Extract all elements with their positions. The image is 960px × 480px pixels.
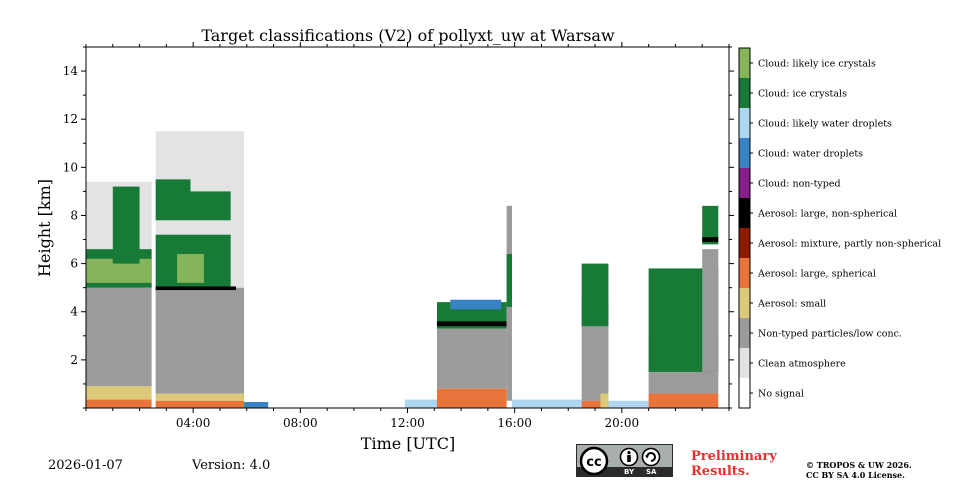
colorbar-swatch [739, 318, 750, 348]
y-tick-label: 12 [63, 112, 78, 126]
chart-title: Target classifications (V2) of pollyxt_u… [201, 26, 615, 45]
region-non-typed-particles-low-conc- [86, 285, 152, 387]
y-tick-label: 2 [70, 353, 78, 367]
region-cloud-likely-water-droplets [404, 399, 437, 408]
colorbar-legend: No signal Clean atmosphere Non-typed parti… [738, 47, 941, 409]
region-aerosol-large-spherical [581, 400, 609, 408]
cc-icon: cc [579, 446, 609, 476]
region-aerosol-large-spherical [86, 399, 152, 408]
colorbar-swatch [739, 48, 750, 78]
colorbar-label: Cloud: water droplets [758, 149, 863, 160]
colorbar-swatch [739, 138, 750, 168]
colorbar-swatch [739, 168, 750, 198]
colorbar-label: Cloud: non-typed [758, 179, 841, 190]
region-cloud-ice-crystals [506, 253, 512, 307]
region-aerosol-small [86, 386, 152, 400]
y-tick-label: 4 [70, 305, 78, 319]
version-label: Version: 4.0 [192, 458, 271, 473]
colorbar-swatch [739, 348, 750, 378]
colorbar-swatch [739, 108, 750, 138]
plot-area [86, 131, 719, 408]
colorbar-label: Cloud: ice crystals [758, 89, 847, 100]
y-axis: 2 4 6 8 10 12 14 [63, 46, 734, 409]
colorbar-label: Cloud: likely ice crystals [758, 59, 876, 70]
region-cloud-likely-water-droplets [511, 399, 582, 408]
colorbar-swatch [739, 258, 750, 288]
colorbar-label: Aerosol: mixture, partly non-spherical [757, 239, 941, 250]
region-cloud-ice-crystals [702, 205, 719, 245]
colorbar-label: Aerosol: large, non-spherical [757, 209, 897, 220]
y-tick-label: 14 [63, 64, 79, 78]
preliminary-line-2: Results. [691, 464, 750, 479]
y-tick-label: 6 [70, 257, 78, 271]
x-axis: 04:00 08:00 12:00 16:00 20:00 [85, 42, 730, 430]
cc-sa-text: SA [646, 468, 657, 476]
colorbar-frame [738, 47, 751, 409]
colorbar-swatch [739, 378, 750, 408]
by-attribution-icon [619, 447, 639, 467]
x-tick-label: 08:00 [283, 416, 318, 430]
preliminary-results-label: Preliminary Results. [691, 449, 777, 479]
preliminary-line-1: Preliminary [691, 449, 777, 464]
region-cloud-ice-crystals [190, 191, 231, 221]
region-aerosol-small [600, 393, 609, 408]
region-cloud-ice-crystals [155, 179, 191, 221]
colorbar-swatch [739, 198, 750, 228]
x-tick-label: 20:00 [605, 416, 640, 430]
x-tick-label: 04:00 [176, 416, 211, 430]
region-cloud-ice-crystals [112, 186, 140, 264]
x-tick-label: 16:00 [497, 416, 532, 430]
region-non-typed-particles-low-conc- [702, 249, 719, 372]
colorbar-label: Aerosol: small [757, 299, 826, 310]
y-tick-label: 8 [70, 208, 78, 222]
y-tick-label: 10 [63, 160, 78, 174]
cc-license-badge: cc BY SA [576, 444, 673, 477]
region-aerosol-large-non-spherical [436, 321, 507, 327]
region-cloud-water-droplets [244, 401, 269, 408]
region-aerosol-large-non-spherical [702, 237, 719, 242]
colorbar-label: Cloud: likely water droplets [758, 119, 892, 130]
colorbar-swatch [739, 228, 750, 258]
region-cloud-water-droplets [450, 299, 502, 310]
region-cloud-likely-water-droplets [608, 400, 649, 408]
cc-badge-band [577, 467, 672, 476]
copyright-line-1: © TROPOS & UW 2026. [806, 460, 912, 470]
region-aerosol-large-non-spherical [155, 286, 237, 291]
x-axis-label: Time [UTC] [361, 434, 455, 453]
region-aerosol-large-spherical [436, 388, 507, 408]
x-tick-label: 12:00 [390, 416, 425, 430]
y-axis-label: Height [km] [35, 179, 54, 277]
region-aerosol-large-spherical [155, 400, 245, 408]
region-cloud-ice-crystals [581, 263, 609, 327]
colorbar-swatch [739, 288, 750, 318]
region-cloud-likely-ice-crystals [177, 253, 204, 283]
region-non-typed-particles-low-conc- [436, 328, 507, 389]
cc-by-text: BY [624, 468, 635, 476]
region-non-typed-particles-low-conc- [155, 287, 245, 394]
colorbar-label: Aerosol: large, spherical [757, 269, 876, 280]
region-aerosol-small [155, 393, 245, 401]
copyright-notice: © TROPOS & UW 2026. CC BY SA 4.0 License… [806, 460, 912, 480]
colorbar-swatch [739, 78, 750, 108]
region-aerosol-large-spherical [648, 393, 719, 408]
colorbar-label: Non-typed particles/low conc. [758, 329, 902, 340]
colorbar-label: Clean atmosphere [758, 359, 846, 370]
copyright-line-2: CC BY SA 4.0 License. [806, 470, 905, 480]
svg-text:cc: cc [586, 455, 601, 470]
colorbar-label: No signal [758, 389, 804, 400]
date-label: 2026-01-07 [48, 458, 123, 473]
sa-share-alike-icon [641, 447, 661, 467]
